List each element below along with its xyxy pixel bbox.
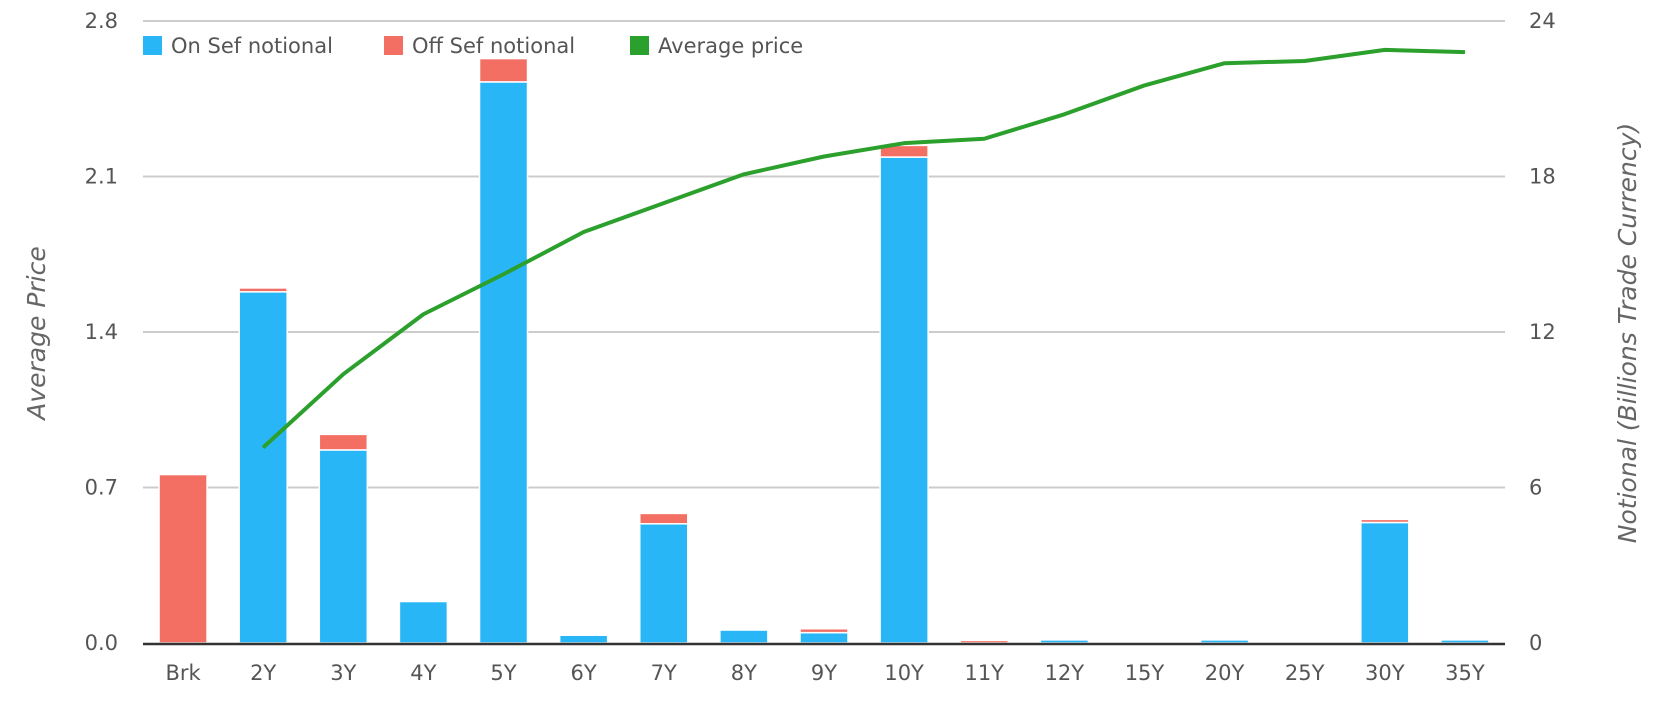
y-left-tick-label: 2.8 [85, 9, 118, 33]
average-price-point [1224, 62, 1226, 64]
average-price-point [262, 447, 264, 449]
y-axis-left-ticks: 0.0 0.7 1.4 2.1 2.8 [85, 9, 118, 655]
average-price-point [1063, 113, 1065, 115]
off-sef-notional-bar [478, 57, 529, 83]
x-tick-label: 11Y [964, 661, 1004, 685]
x-tick-label: 15Y [1125, 661, 1165, 685]
off-sef-notional-bar [639, 512, 689, 525]
average-price-point [1464, 51, 1466, 53]
off-sef-notional-bar [959, 639, 1009, 644]
x-tick-label: 12Y [1045, 661, 1085, 685]
bar-series [158, 57, 1490, 644]
average-price-point [1384, 49, 1386, 51]
y-axis-right-title: Notional (Billions Trade Currency) [1613, 123, 1642, 543]
legend: On Sef notional Off Sef notional Average p… [143, 34, 803, 58]
legend-label: Average price [658, 34, 803, 58]
y-left-tick-label: 1.4 [85, 320, 118, 344]
y-left-tick-label: 0.7 [85, 476, 118, 500]
on-sef-notional-bar [478, 81, 529, 644]
average-price-point [823, 156, 825, 158]
legend-swatch [143, 36, 162, 55]
y-axis-right-ticks: 0 6 12 18 24 [1529, 9, 1556, 655]
x-tick-label: 30Y [1365, 661, 1405, 685]
x-tick-label: 20Y [1205, 661, 1245, 685]
x-tick-label: 8Y [731, 661, 757, 685]
average-price-point [1304, 60, 1306, 62]
on-sef-notional-bar [879, 156, 929, 644]
on-sef-notional-bar [639, 523, 689, 644]
line-series [261, 47, 1466, 449]
y-right-tick-label: 24 [1529, 9, 1556, 33]
legend-swatch [384, 36, 403, 55]
x-tick-label: 35Y [1445, 661, 1485, 685]
average-price-point [342, 373, 344, 375]
legend-swatch [630, 36, 649, 55]
on-sef-notional-bar [398, 600, 449, 644]
average-price-point [663, 202, 665, 204]
on-sef-notional-bar [1199, 639, 1250, 644]
average-price-line [261, 47, 1465, 449]
on-sef-notional-bar [799, 631, 849, 644]
legend-label: Off Sef notional [412, 34, 575, 58]
x-tick-label: Brk [165, 661, 201, 685]
y-right-tick-label: 0 [1529, 631, 1542, 655]
x-tick-label: 2Y [250, 661, 276, 685]
on-sef-notional-bar [719, 629, 769, 644]
x-tick-label: 6Y [571, 661, 597, 685]
average-price-point [422, 313, 424, 315]
x-tick-label: 7Y [651, 661, 677, 685]
on-sef-notional-bar [238, 291, 288, 644]
y-right-tick-label: 18 [1529, 165, 1556, 189]
y-left-tick-label: 0.0 [85, 631, 118, 655]
legend-label: On Sef notional [171, 34, 333, 58]
x-axis-ticks: Brk 2Y 3Y 4Y 5Y 6Y 7Y 8Y 9Y 10Y 11Y 12Y 15Y 20Y 25Y 30Y… [165, 661, 1484, 685]
x-tick-label: 10Y [884, 661, 924, 685]
x-tick-label: 25Y [1285, 661, 1325, 685]
average-price-point [1143, 84, 1145, 86]
y-left-tick-label: 2.1 [85, 165, 118, 189]
off-sef-notional-bar [238, 287, 288, 293]
average-price-point [503, 273, 505, 275]
off-sef-notional-bar [1360, 518, 1410, 524]
off-sef-notional-bar [879, 144, 929, 158]
on-sef-notional-bar [558, 634, 609, 644]
off-sef-notional-bar [158, 473, 208, 644]
y-right-tick-label: 12 [1529, 320, 1556, 344]
y-axis-left-title: Average Price [22, 246, 51, 422]
on-sef-notional-bar [1440, 639, 1490, 644]
on-sef-notional-bar [1360, 521, 1410, 644]
y-right-tick-label: 6 [1529, 476, 1542, 500]
x-tick-label: 4Y [410, 661, 436, 685]
on-sef-notional-bar [1039, 639, 1090, 644]
average-price-point [583, 231, 585, 233]
x-tick-label: 9Y [811, 661, 837, 685]
x-tick-label: 3Y [330, 661, 356, 685]
off-sef-notional-bar [318, 433, 369, 451]
on-sef-notional-bar [318, 449, 369, 644]
average-price-point [743, 173, 745, 175]
average-price-point [983, 138, 985, 140]
grid-lines [143, 20, 1505, 489]
off-sef-notional-bar [799, 627, 849, 634]
average-price-point [903, 142, 905, 144]
x-tick-label: 5Y [490, 661, 516, 685]
